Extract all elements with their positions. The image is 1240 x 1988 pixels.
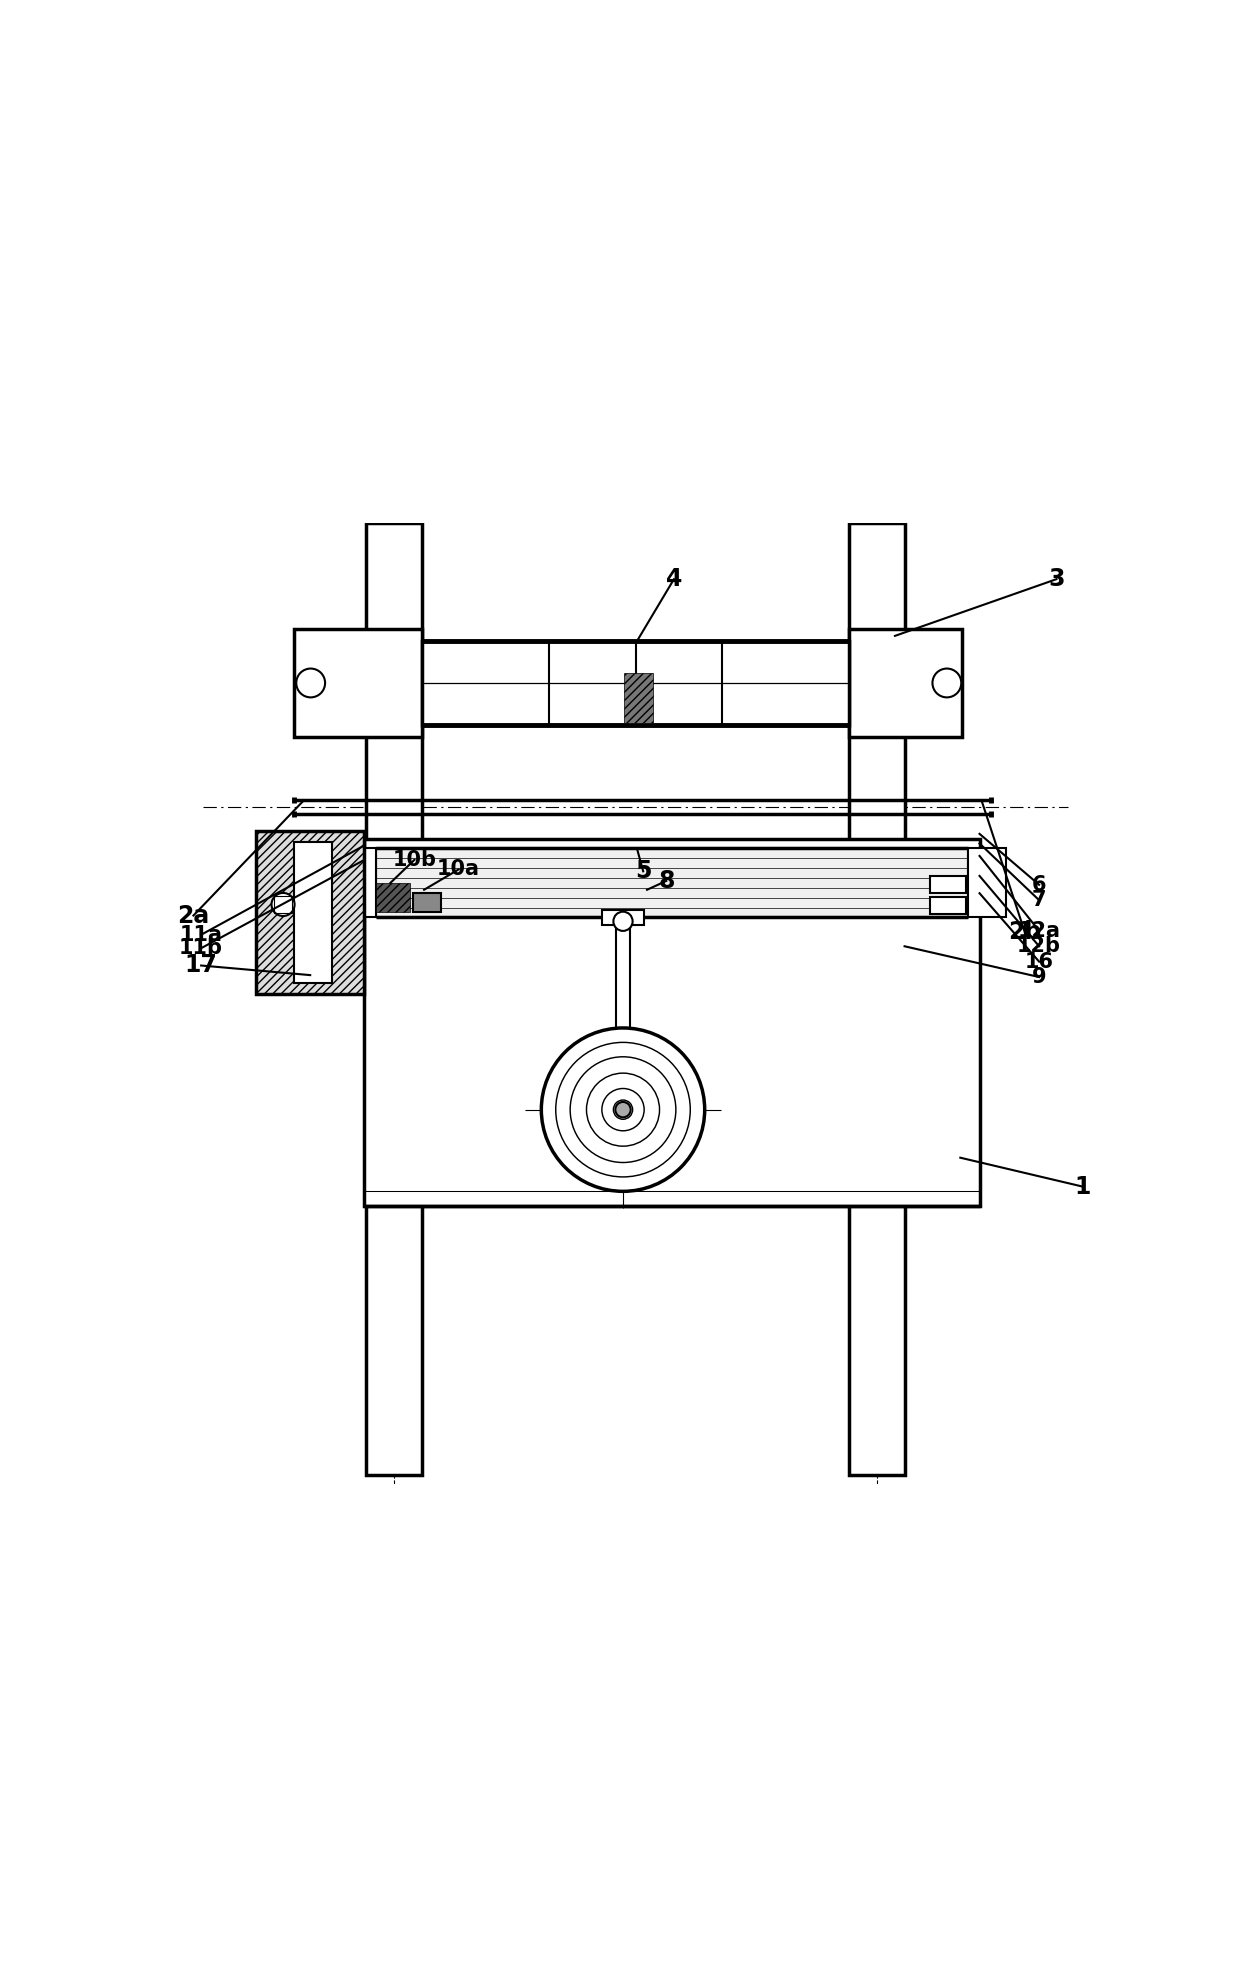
Bar xyxy=(274,897,291,912)
Bar xyxy=(849,628,962,738)
Text: 12a: 12a xyxy=(1018,920,1060,940)
Text: 10a: 10a xyxy=(438,859,480,879)
Text: 11a: 11a xyxy=(180,924,223,944)
Text: 16: 16 xyxy=(1024,952,1054,972)
Text: 5: 5 xyxy=(635,859,651,883)
Bar xyxy=(611,1040,635,1062)
Bar xyxy=(255,831,365,994)
Text: 1: 1 xyxy=(1074,1175,1090,1199)
Bar xyxy=(624,672,652,724)
Bar xyxy=(365,839,980,1207)
Bar xyxy=(930,877,966,893)
Text: 11b: 11b xyxy=(179,938,223,958)
Bar xyxy=(968,849,1007,916)
Bar xyxy=(849,523,905,1475)
Text: 2a: 2a xyxy=(177,903,210,928)
Circle shape xyxy=(614,912,632,930)
Circle shape xyxy=(542,1028,704,1191)
Bar xyxy=(601,911,644,924)
Text: 4: 4 xyxy=(666,567,682,590)
Circle shape xyxy=(272,893,295,916)
Bar xyxy=(367,523,422,1475)
Bar xyxy=(294,628,422,738)
Bar xyxy=(294,843,332,982)
Text: 12b: 12b xyxy=(1017,936,1061,956)
Bar xyxy=(930,897,966,914)
Circle shape xyxy=(296,668,325,698)
Bar xyxy=(376,849,968,916)
Circle shape xyxy=(615,1101,631,1117)
Text: 17: 17 xyxy=(185,954,217,978)
Text: 2b: 2b xyxy=(1008,920,1042,944)
Bar xyxy=(413,893,441,912)
Text: 3: 3 xyxy=(1048,567,1065,590)
Bar xyxy=(365,849,376,916)
Text: 8: 8 xyxy=(658,869,675,893)
Text: 10b: 10b xyxy=(393,849,436,871)
Text: 7: 7 xyxy=(1032,891,1047,911)
Text: 6: 6 xyxy=(1032,875,1047,895)
Text: 9: 9 xyxy=(1032,966,1047,986)
Bar xyxy=(376,883,409,912)
Circle shape xyxy=(932,668,961,698)
Bar xyxy=(422,640,849,726)
Bar xyxy=(616,916,630,1042)
